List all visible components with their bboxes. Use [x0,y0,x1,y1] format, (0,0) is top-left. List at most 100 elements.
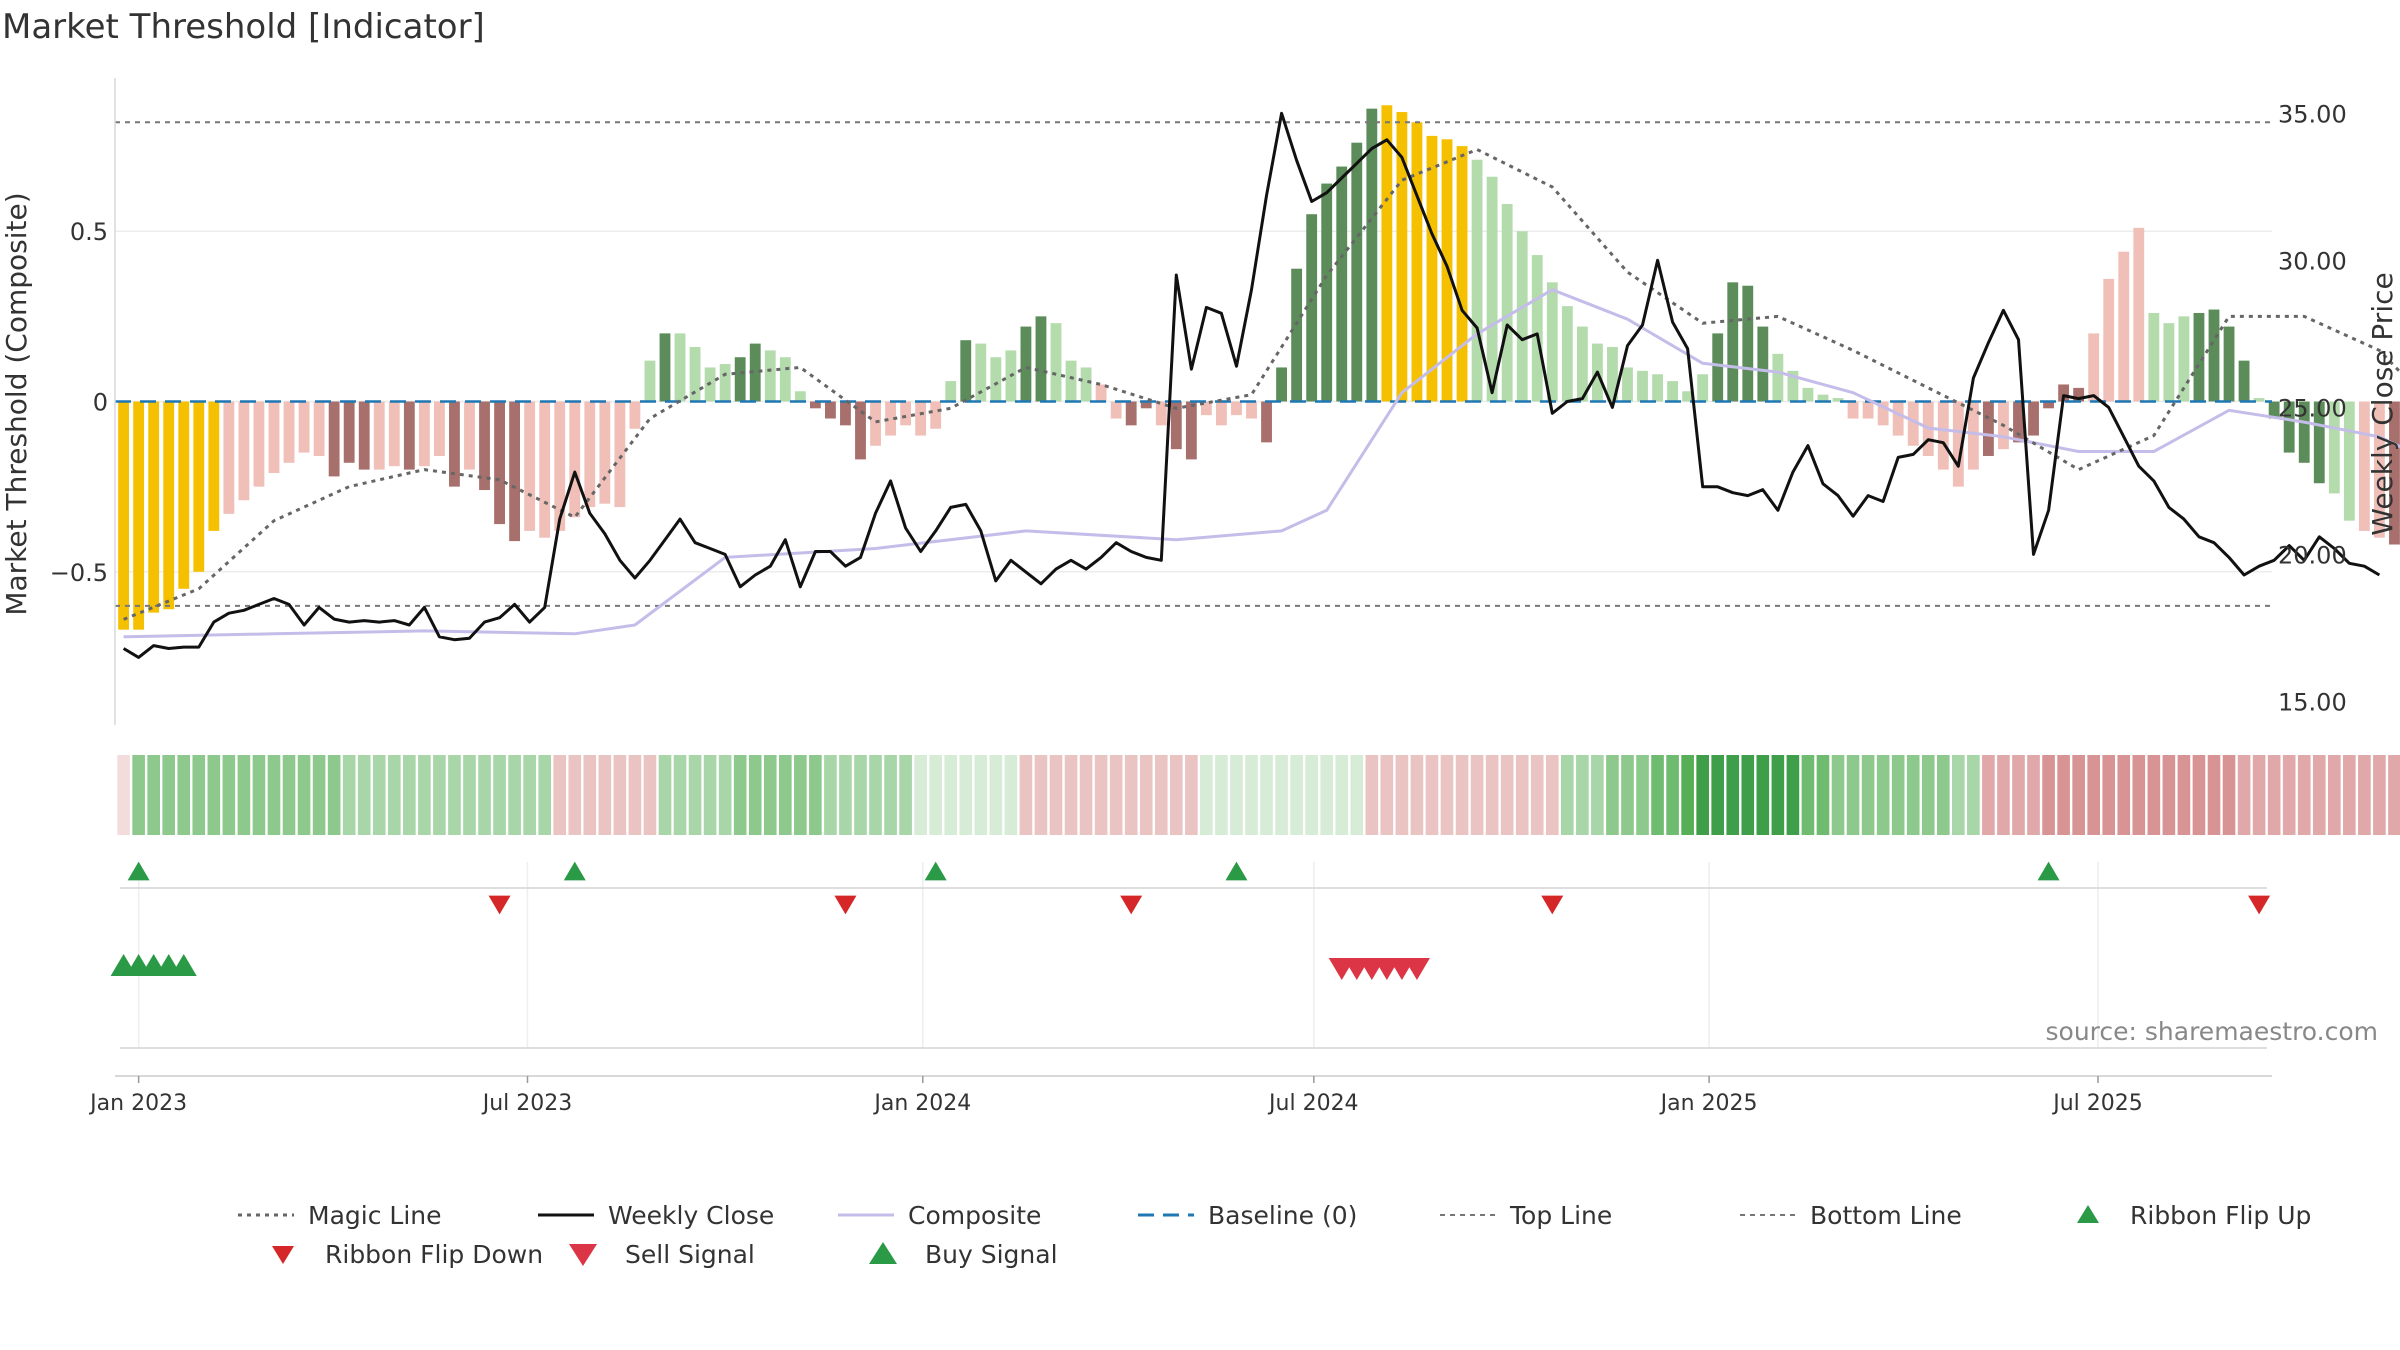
ribbon-cell [2297,755,2311,835]
legend: Magic Line Weekly Close Composite Baseline … [238,1201,2311,1269]
composite-bar [1727,282,1739,402]
composite-bar [749,343,761,402]
ribbon-cell [2027,755,2040,835]
ribbon-cell [1711,755,1725,835]
x-tick-label: Jul 2024 [1267,1091,1359,1116]
composite-bar [900,401,912,426]
legend-swatch-buy [869,1242,897,1264]
composite-bar [945,381,957,402]
composite-bar [2043,401,2054,409]
composite-bar [464,401,475,470]
composite-bar [2013,401,2024,443]
ribbon-cell [1997,755,2010,835]
composite-bar [1216,401,1227,426]
right-tick-label: 20.00 [2278,541,2347,569]
composite-bar [2163,323,2175,402]
ribbon-cell [2072,755,2085,835]
ribbon-cell [1876,755,1890,835]
composite-bar [208,401,220,531]
legend-item-buy: Buy Signal [869,1240,1058,1269]
ribbon-cell [854,755,867,835]
composite-bar [689,347,701,402]
ribbon-cell [1049,755,1063,835]
ribbon-cell [2192,755,2206,835]
composite-bar [268,401,280,474]
composite-bar [1742,285,1754,402]
right-tick-label: 15.00 [2278,688,2347,716]
right-tick-label: 35.00 [2278,100,2347,128]
composite-bar [855,401,866,460]
composite-bar [2223,326,2235,402]
ribbon-cell [2132,755,2146,835]
composite-bar [1622,367,1633,402]
ribbon-cell [252,755,266,835]
ribbon-cell [162,755,176,835]
ribbon-cell [583,755,597,835]
composite-bar [1787,370,1799,402]
composite-bar [223,401,235,514]
composite-bar [719,364,731,402]
ribbon-cell [478,755,491,835]
indicator-lines [115,111,2400,659]
ribbon-cell [1034,755,1048,835]
composite-bar [1832,398,1844,402]
composite-bar [1321,183,1333,402]
chart-title: Market Threshold [Indicator] [2,7,485,47]
composite-bar [193,401,205,572]
ribbon-cell [267,755,281,835]
ribbon-cell [2252,755,2266,835]
ribbon-cell [1350,755,1364,835]
composite-bar [328,401,340,477]
composite-bar [1276,367,1287,402]
ribbon-cell [1982,755,1995,835]
composite-bar [1757,326,1769,402]
ribbon-cell [2237,755,2251,835]
composite-bar [358,401,370,470]
ribbon-cell [1636,755,1649,835]
ribbon-cell [1470,755,1484,835]
composite-bar [2178,316,2190,402]
ribbon-cell [222,755,236,835]
ribbon-cell [944,755,958,835]
ribbon-cell [1455,755,1469,835]
ribbon-strip [117,755,2400,835]
sell-signal-marker [1403,957,1430,981]
axes: 0.5 0 −0.5 35.00 30.00 25.00 20.00 15.00 [50,78,2347,725]
ribbon-cell [748,755,762,835]
ribbon-cell [418,755,431,835]
ribbon-cell [1606,755,1619,835]
ribbon-cell [1666,755,1679,835]
composite-bar [825,401,836,419]
ribbon-cell [869,755,882,835]
ribbon-cell [1891,755,1905,835]
composite-bar [1576,326,1588,402]
composite-bar [1637,370,1648,402]
composite-bar [449,401,460,487]
composite-bar [840,401,851,426]
composite-bar [1020,326,1032,402]
x-tick-label: Jul 2023 [481,1091,573,1116]
ribbon-cell [1275,755,1288,835]
buy-signal-marker [170,953,197,977]
ribbon-cell [297,755,311,835]
composite-bar [2374,401,2385,538]
ribbon-cell [1906,755,1920,835]
ribbon-cell [2147,755,2161,835]
weekly-close-line [122,111,2381,659]
composite-bar [1366,108,1378,402]
composite-bar [1937,401,1949,470]
composite-bar [734,357,746,402]
ribbon-cell [628,755,642,835]
composite-bar [1080,367,1092,402]
legend-item-bottom: Bottom Line [1740,1201,1962,1230]
composite-bar [930,401,942,429]
legend-item-baseline: Baseline (0) [1138,1201,1357,1230]
composite-bar [2088,333,2100,402]
composite-bar [1546,282,1558,402]
composite-bar [584,401,596,508]
ribbon-cell [688,755,702,835]
ribbon-cell [794,755,807,835]
ribbon-cell [433,755,446,835]
composite-bar [1667,381,1679,402]
ribbon-cell [1816,755,1830,835]
